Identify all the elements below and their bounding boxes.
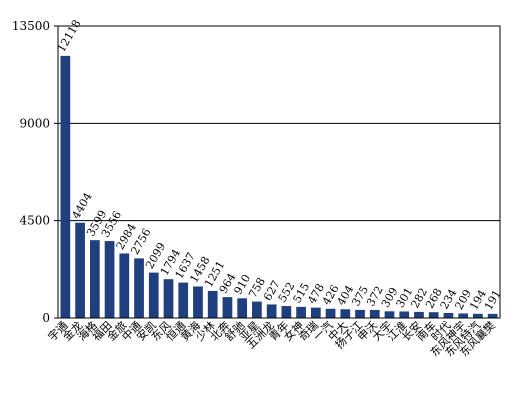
bar bbox=[310, 307, 321, 318]
bar bbox=[384, 311, 395, 318]
bar bbox=[428, 312, 439, 318]
bar bbox=[281, 306, 292, 318]
bar bbox=[399, 311, 410, 318]
x-axis-labels: 宇通金龙海格福田金旅中通安凯东风恒通黄海少林北奔舒驰亚星五洲龙青年女神奇瑞一汽中… bbox=[46, 318, 498, 359]
data-label: 12118 bbox=[55, 18, 84, 55]
y-tick-label: 9000 bbox=[19, 116, 50, 130]
bar bbox=[369, 309, 380, 318]
bar bbox=[296, 306, 306, 318]
plot-frame bbox=[57, 25, 501, 319]
y-tick-label: 0 bbox=[42, 311, 50, 325]
bar bbox=[237, 298, 248, 318]
bar bbox=[458, 313, 469, 318]
y-axis: 0 4500 9000 13500 bbox=[12, 19, 58, 325]
bar bbox=[340, 309, 351, 318]
bar bbox=[443, 312, 454, 318]
data-label: 4404 bbox=[69, 190, 94, 221]
bar bbox=[266, 304, 277, 318]
bar bbox=[325, 308, 336, 318]
bar bbox=[148, 272, 159, 318]
bar bbox=[414, 311, 424, 318]
bar bbox=[222, 297, 233, 318]
bar bbox=[134, 258, 144, 318]
bar bbox=[207, 290, 218, 318]
bar bbox=[252, 301, 262, 318]
y-tick-label: 4500 bbox=[19, 214, 50, 228]
bar bbox=[89, 240, 100, 318]
bar bbox=[119, 253, 130, 318]
bar bbox=[487, 313, 498, 318]
bar bbox=[60, 55, 71, 318]
bars bbox=[60, 55, 498, 318]
bar bbox=[355, 309, 365, 318]
y-tick-label: 13500 bbox=[12, 19, 50, 33]
bar bbox=[163, 279, 174, 318]
bar bbox=[104, 241, 115, 318]
bar bbox=[75, 222, 85, 318]
bar bbox=[473, 313, 483, 318]
bar bbox=[193, 286, 203, 318]
bar bbox=[178, 282, 189, 318]
